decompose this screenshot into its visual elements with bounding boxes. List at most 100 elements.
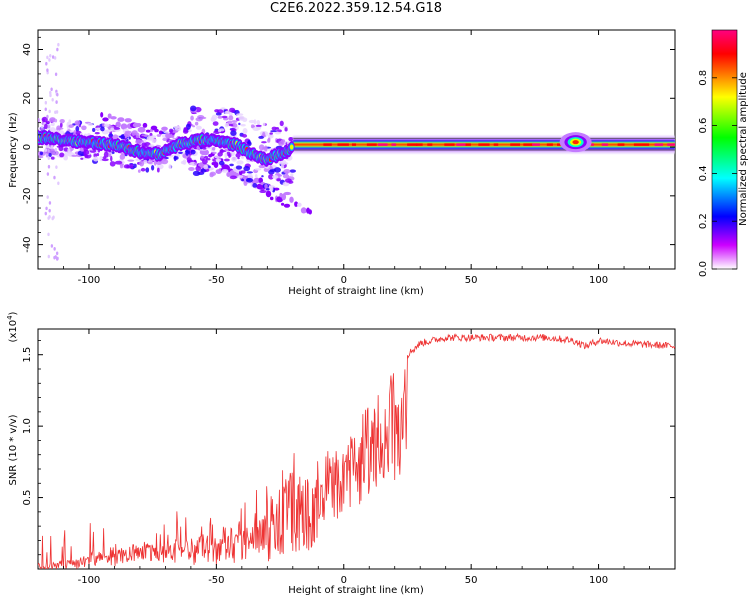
- heat-noise-point: [245, 177, 254, 183]
- heat-noise-point: [163, 131, 171, 134]
- heat-noise-point: [280, 164, 285, 169]
- spectrogram-heatmap: [38, 42, 675, 261]
- heat-noise-point: [63, 154, 68, 161]
- heat-noise-point: [128, 136, 131, 140]
- heat-noise-point: [275, 127, 280, 130]
- heat-noise-point: [41, 116, 48, 123]
- heat-branch-point: [276, 196, 284, 203]
- heat-noise-point: [255, 124, 262, 127]
- heat-tail-dash: [510, 143, 521, 146]
- heat-noise-point: [279, 159, 287, 166]
- heat-noise-point: [224, 110, 230, 114]
- heat-noise-point: [228, 115, 234, 121]
- heat-noise-point: [190, 149, 196, 155]
- heat-noise-point: [124, 130, 132, 134]
- heat-noise-point: [59, 119, 65, 124]
- heat-branch-point: [289, 196, 294, 203]
- heat-noise-point: [269, 132, 273, 135]
- heat-streak-point: [53, 255, 56, 260]
- heat-noise-point: [247, 173, 253, 180]
- heat-streak-point: [50, 145, 54, 149]
- heat-tail-dash: [427, 143, 433, 146]
- heat-noise-point: [44, 123, 48, 130]
- heat-noise-point: [151, 164, 155, 171]
- heat-noise-point: [252, 126, 260, 132]
- heat-noise-point: [235, 165, 243, 170]
- heat-noise-point: [103, 123, 110, 128]
- heat-noise-point: [221, 115, 228, 119]
- heat-tail-dash: [532, 143, 540, 146]
- heat-noise-point: [256, 120, 261, 125]
- heat-branch-point: [283, 203, 291, 208]
- heat-tail-dash: [641, 143, 650, 146]
- heat-noise-point: [188, 129, 192, 133]
- heat-noise-point: [230, 130, 237, 136]
- heat-noise-point: [237, 175, 244, 179]
- heat-streak-point: [53, 175, 56, 180]
- heat-tail-dash: [601, 143, 609, 146]
- snr-y-multiplier-base: (x10: [8, 320, 19, 343]
- heat-branch-point: [273, 187, 280, 191]
- heat-branch-point: [201, 149, 209, 156]
- heat-noise-point: [212, 158, 216, 162]
- heat-branch-point: [221, 165, 230, 171]
- heat-noise-point: [240, 155, 245, 159]
- heat-noise-point: [38, 117, 40, 124]
- heat-branch-point: [161, 126, 168, 131]
- heat-noise-point: [178, 151, 183, 154]
- heat-streak-point: [49, 90, 52, 95]
- heat-branch-point: [158, 130, 164, 135]
- heat-noise-point: [94, 127, 102, 130]
- chart-title: C2E6.2022.359.12.54.G18: [269, 1, 443, 16]
- heat-noise-point: [195, 125, 202, 130]
- heat-streak-point: [55, 165, 58, 169]
- heat-streak-point: [57, 181, 60, 186]
- x-tick-label: 50: [465, 275, 478, 286]
- heat-branch-point: [258, 177, 264, 184]
- heat-branch-point: [308, 209, 313, 215]
- heat-noise-point: [217, 152, 223, 157]
- heat-streak-point: [44, 211, 47, 216]
- heat-noise-point: [241, 170, 246, 174]
- heat-noise-point: [139, 160, 145, 167]
- heat-noise-point: [231, 122, 238, 128]
- heat-noise-point: [290, 173, 294, 177]
- heat-noise-point: [165, 132, 169, 139]
- heat-noise-point: [229, 163, 234, 167]
- heat-noise-point: [137, 169, 141, 173]
- heat-noise-point: [45, 120, 51, 125]
- heat-noise-point: [151, 138, 157, 144]
- heat-noise-point: [226, 151, 231, 156]
- heat-noise-point: [68, 124, 74, 128]
- heat-branch-point: [297, 202, 302, 207]
- heat-branch-point: [294, 201, 299, 207]
- heat-streak-point: [47, 254, 50, 259]
- snr-y-axis-label: SNR (10 * v/v): [8, 414, 19, 485]
- heat-streak-point: [57, 42, 60, 47]
- heat-noise-point: [273, 167, 281, 173]
- heat-noise-point: [188, 166, 195, 171]
- heat-branch-point: [145, 129, 151, 133]
- heat-noise-point: [270, 130, 278, 133]
- heat-noise-point: [186, 157, 192, 162]
- heat-noise-point: [235, 152, 241, 158]
- heat-noise-point: [127, 159, 135, 162]
- heat-streak-point: [49, 54, 52, 58]
- y-tick-label: 1.5: [22, 347, 33, 363]
- heat-noise-point: [145, 167, 150, 173]
- heat-noise-point: [254, 174, 258, 178]
- heat-streak-point: [44, 100, 48, 105]
- heat-noise-point: [135, 132, 140, 139]
- heat-streak-point: [50, 244, 54, 248]
- heat-tail-dash: [557, 143, 563, 146]
- heat-branch-point: [142, 122, 148, 128]
- heat-noise-point: [49, 117, 56, 123]
- heat-noise-point: [209, 172, 214, 178]
- heat-noise-point: [261, 141, 267, 144]
- heat-noise-point: [39, 151, 44, 156]
- heat-noise-point: [94, 131, 100, 135]
- heat-streak-point: [48, 58, 51, 62]
- heat-noise-point: [168, 164, 172, 169]
- y-tick-label: 0: [22, 144, 33, 150]
- heat-noise-point: [250, 124, 255, 129]
